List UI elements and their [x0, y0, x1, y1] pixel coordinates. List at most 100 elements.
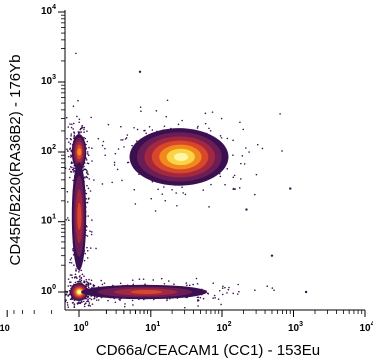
- event-dot: [78, 271, 80, 273]
- event-dot: [186, 284, 188, 287]
- y-tick-label: 102: [41, 144, 56, 157]
- event-dot: [240, 162, 242, 165]
- event-dot: [83, 136, 85, 139]
- event-dot: [123, 305, 126, 308]
- event-dot: [87, 173, 89, 176]
- event-dot: [197, 125, 199, 128]
- event-dot: [273, 289, 275, 292]
- event-dot: [83, 280, 85, 282]
- event-dot: [83, 300, 85, 303]
- event-dot: [65, 299, 67, 301]
- event-dot: [69, 274, 72, 276]
- event-dot: [183, 306, 186, 309]
- event-dot: [69, 148, 71, 151]
- event-dot: [124, 138, 127, 140]
- event-dot: [67, 155, 70, 158]
- event-dot: [71, 276, 74, 279]
- event-dot: [83, 303, 86, 306]
- event-dot: [113, 164, 116, 166]
- event-dot: [92, 284, 95, 286]
- event-dot: [256, 143, 259, 146]
- event-dot: [133, 126, 135, 129]
- event-dot: [85, 175, 88, 178]
- event-dot: [87, 187, 90, 190]
- x-tick-label: 101: [145, 321, 160, 334]
- event-dot: [142, 278, 145, 280]
- event-dot: [213, 294, 216, 297]
- event-dot: [71, 166, 73, 169]
- event-dot: [73, 167, 75, 169]
- event-dot: [126, 134, 129, 136]
- event-dot: [207, 293, 210, 295]
- y-axis-title: CD45R/B220(RA36B2) - 176Yb: [7, 55, 24, 266]
- event-dot: [78, 275, 81, 278]
- event-dot: [83, 305, 86, 308]
- event-dot: [164, 199, 167, 202]
- event-dot: [119, 282, 122, 285]
- event-dot: [80, 269, 83, 272]
- event-dot: [157, 188, 159, 191]
- event-dot: [279, 113, 281, 115]
- event-dot: [86, 162, 89, 164]
- event-dot: [238, 187, 241, 189]
- event-dot: [66, 150, 69, 152]
- event-dot: [88, 197, 90, 200]
- event-dot: [241, 155, 244, 157]
- event-dot: [65, 116, 68, 119]
- event-dot: [86, 151, 89, 153]
- event-dot: [91, 160, 93, 162]
- event-dot: [139, 106, 142, 108]
- event-dot: [232, 139, 234, 142]
- event-dot: [88, 178, 90, 180]
- outlier-point: [289, 187, 292, 190]
- event-dot: [242, 128, 245, 131]
- x-neg-tick-label: -10: [0, 323, 10, 333]
- event-dot: [85, 283, 87, 286]
- event-dot: [226, 167, 229, 170]
- event-dot: [58, 289, 60, 291]
- event-dot: [177, 123, 180, 126]
- event-dot: [266, 285, 269, 288]
- event-dot: [175, 192, 177, 194]
- event-dot: [166, 299, 168, 302]
- event-dot: [121, 179, 123, 182]
- event-dot: [219, 135, 222, 137]
- event-dot: [67, 141, 70, 143]
- event-dot: [76, 115, 78, 118]
- event-dot: [70, 150, 73, 153]
- event-dot: [86, 201, 88, 204]
- event-dot: [89, 230, 91, 232]
- event-dot: [69, 298, 72, 301]
- event-dot: [84, 137, 87, 140]
- event-dot: [86, 130, 88, 133]
- x-tick-label: 104: [359, 321, 373, 334]
- event-dot: [73, 305, 76, 308]
- event-dot: [224, 286, 226, 289]
- event-dot: [209, 129, 212, 132]
- event-dot: [228, 286, 230, 289]
- event-dot: [70, 133, 73, 135]
- y-tick-label: 104: [41, 4, 56, 17]
- event-dot: [127, 161, 130, 164]
- event-dot: [69, 258, 72, 261]
- event-dot: [72, 128, 74, 130]
- event-dot: [80, 277, 83, 280]
- event-dot: [85, 280, 88, 283]
- event-dot: [30, 290, 32, 292]
- event-dot: [243, 163, 246, 165]
- event-dot: [72, 301, 75, 304]
- event-dot: [188, 284, 191, 287]
- y-tick-label: 103: [41, 74, 56, 87]
- event-dot: [163, 125, 166, 128]
- event-dot: [70, 257, 73, 259]
- event-dot: [73, 169, 76, 172]
- event-dot: [80, 127, 83, 130]
- x-tick-label: 102: [216, 321, 231, 334]
- event-dot: [88, 302, 91, 304]
- event-dot: [90, 233, 93, 236]
- event-dot: [92, 285, 95, 288]
- event-dot: [238, 290, 240, 293]
- event-dot: [204, 112, 207, 115]
- event-dot: [70, 126, 73, 129]
- event-dot: [102, 140, 105, 143]
